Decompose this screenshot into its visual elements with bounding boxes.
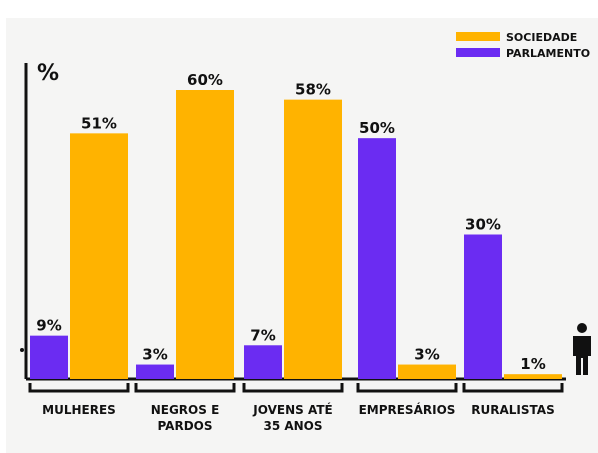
top-strip: [0, 0, 598, 18]
bar-parlamento-4: [464, 234, 502, 379]
category-label-1-0: NEGROS E: [151, 403, 220, 417]
person-head: [577, 323, 587, 333]
bar-sociedade-0: [70, 133, 128, 379]
legend-swatch-0: [456, 32, 500, 41]
bar-parlamento-0: [30, 335, 68, 379]
data-label-parlamento-2: 7%: [250, 326, 275, 344]
legend-label-1: PARLAMENTO: [506, 47, 590, 60]
labels-group: 9% 51% 3% 60% 7% 58% 50% 3% 30% 1%: [36, 71, 545, 373]
bars-group: [30, 90, 562, 379]
category-label-2-0: JOVENS ATÉ: [252, 402, 332, 417]
data-label-sociedade-4: 1%: [520, 355, 545, 373]
person-icon: [573, 323, 591, 375]
axis-dot: [20, 348, 24, 352]
data-label-sociedade-0: 51%: [81, 114, 117, 132]
data-label-parlamento-1: 3%: [142, 346, 167, 364]
category-bracket-3: [356, 383, 458, 393]
data-label-parlamento-0: 9%: [36, 317, 61, 335]
person-body: [573, 336, 591, 375]
data-label-parlamento-3: 50%: [359, 119, 395, 137]
legend-swatch-1: [456, 48, 500, 57]
legend-label-0: SOCIEDADE: [506, 31, 577, 44]
category-label-2-1: 35 ANOS: [263, 419, 322, 433]
bar-sociedade-2: [284, 99, 342, 379]
category-brackets: MULHERES NEGROS E PARDOS JOVENS ATÉ 35 ANOS E…: [28, 383, 564, 433]
data-label-sociedade-1: 60%: [187, 71, 223, 89]
bar-parlamento-2: [244, 345, 282, 379]
category-label-1-1: PARDOS: [157, 419, 212, 433]
bar-sociedade-4: [504, 374, 562, 379]
data-label-parlamento-4: 30%: [465, 216, 501, 234]
category-label-0-0: MULHERES: [42, 403, 116, 417]
data-label-sociedade-3: 3%: [414, 346, 439, 364]
bar-sociedade-3: [398, 364, 456, 379]
category-bracket-2: [242, 383, 344, 393]
bar-parlamento-3: [358, 138, 396, 379]
category-bracket-0: [28, 383, 130, 393]
y-axis-label: %: [37, 61, 59, 86]
category-label-4-0: RURALISTAS: [471, 403, 554, 417]
category-bracket-4: [462, 383, 564, 393]
data-label-sociedade-2: 58%: [295, 81, 331, 99]
category-bracket-1: [134, 383, 236, 393]
category-label-3-0: EMPRESÁRIOS: [359, 402, 456, 417]
bar-parlamento-1: [136, 364, 174, 379]
bar-sociedade-1: [176, 90, 234, 379]
legend: SOCIEDADE PARLAMENTO: [456, 31, 590, 60]
